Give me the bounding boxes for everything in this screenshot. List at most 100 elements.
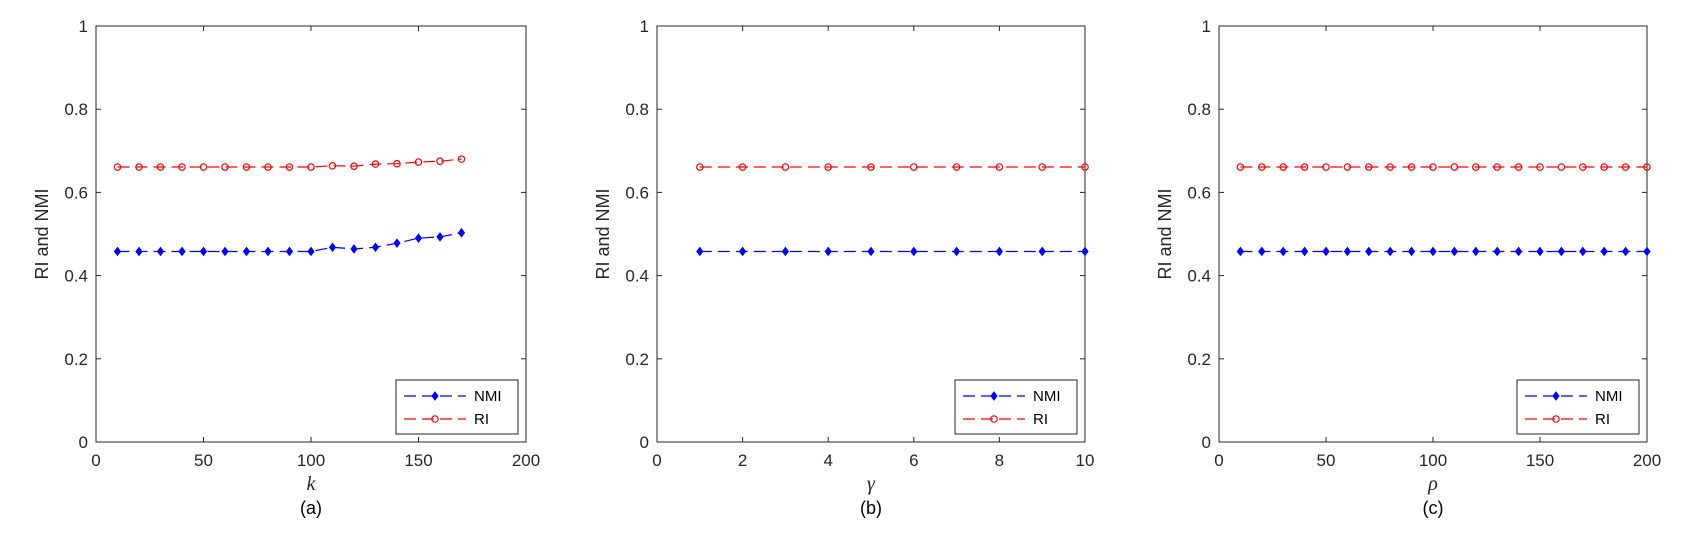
data-point-ri — [1514, 163, 1523, 171]
data-point-ri — [457, 155, 466, 163]
data-point-nmi — [1536, 246, 1544, 257]
x-axis-label: γ — [867, 473, 876, 495]
x-tick-label: 50 — [1317, 451, 1336, 470]
chart-panel-1: 0 0.2 0.4 0.6 0.8 1 0 50 100 150 200 k (a) RI and NMI… — [32, 17, 540, 518]
x-tick-label: 200 — [512, 451, 540, 470]
legend-marker-ri — [990, 415, 998, 423]
data-point-nmi — [781, 246, 790, 257]
data-point-ri — [1643, 163, 1651, 171]
data-point-nmi — [867, 246, 875, 257]
data-point-ri — [781, 163, 790, 171]
data-point-ri — [695, 163, 704, 171]
data-point-nmi — [371, 242, 380, 253]
data-point-nmi — [156, 246, 165, 257]
legend-label-nmi: NMI — [1033, 388, 1061, 405]
data-point-nmi — [178, 246, 186, 257]
data-point-ri — [952, 163, 961, 171]
panel-label: (a) — [300, 498, 322, 518]
legend-label-ri: RI — [474, 411, 489, 428]
legend: NMI RI — [954, 379, 1078, 435]
data-point-ri — [1450, 163, 1459, 171]
legend-marker-ri — [1552, 415, 1560, 423]
data-point-nmi — [1514, 246, 1523, 257]
data-point-ri — [1258, 163, 1266, 171]
data-point-ri — [1236, 163, 1245, 171]
data-point-nmi — [436, 232, 444, 242]
data-point-ri — [1279, 163, 1288, 171]
data-point-nmi — [1600, 246, 1608, 257]
data-point-nmi — [285, 246, 294, 257]
y-tick-label: 0.4 — [625, 267, 649, 286]
legend-box — [954, 379, 1078, 435]
legend-marker-nmi — [1552, 391, 1560, 401]
legend-label-ri: RI — [1033, 411, 1048, 428]
data-point-nmi — [738, 246, 747, 257]
data-point-nmi — [824, 246, 832, 257]
legend: NMI RI — [395, 379, 519, 435]
data-point-ri — [436, 157, 444, 166]
data-point-ri — [178, 163, 186, 171]
y-tick-label: 0.8 — [1187, 100, 1211, 119]
x-tick-label: 8 — [995, 451, 1004, 470]
plot-area — [1218, 25, 1648, 443]
data-point-nmi — [1279, 246, 1287, 257]
x-tick-label: 100 — [297, 451, 325, 470]
data-point-nmi — [242, 246, 251, 257]
data-point-ri — [199, 163, 208, 171]
data-point-nmi — [995, 246, 1004, 257]
legend-box — [1516, 379, 1640, 435]
y-tick-label: 0.2 — [625, 350, 649, 369]
legend-box — [395, 379, 519, 435]
x-tick-label: 0 — [1214, 451, 1223, 470]
data-point-ri — [1322, 163, 1330, 171]
y-tick-label: 0 — [79, 433, 88, 452]
x-tick-label: 0 — [91, 451, 100, 470]
data-point-ri — [1081, 163, 1089, 171]
y-tick-label: 0.6 — [64, 183, 88, 202]
x-tick-label: 100 — [1419, 451, 1447, 470]
data-point-ri — [1493, 163, 1502, 171]
data-point-ri — [1343, 163, 1352, 171]
data-point-nmi — [1472, 246, 1480, 257]
data-point-nmi — [1081, 246, 1089, 257]
data-point-ri — [350, 162, 358, 170]
data-point-ri — [1472, 163, 1480, 171]
data-point-nmi — [393, 238, 401, 248]
panel-label: (b) — [860, 498, 882, 518]
data-point-nmi — [1386, 246, 1394, 257]
x-tick-label: 6 — [909, 451, 918, 470]
data-point-nmi — [1038, 246, 1046, 257]
x-tick-label: 200 — [1633, 451, 1661, 470]
data-point-nmi — [910, 246, 918, 257]
x-tick-label: 0 — [652, 451, 661, 470]
y-tick-label: 1 — [1202, 17, 1211, 36]
x-tick-label: 10 — [1076, 451, 1095, 470]
data-point-nmi — [350, 244, 358, 254]
data-point-ri — [1429, 163, 1437, 171]
data-point-nmi — [1322, 246, 1330, 257]
y-tick-label: 0.6 — [1187, 183, 1211, 202]
y-axis-label: RI and NMI — [32, 188, 52, 279]
x-tick-label: 2 — [738, 451, 747, 470]
data-point-ri — [738, 163, 747, 171]
x-tick-label: 4 — [823, 451, 832, 470]
y-tick-label: 0 — [1202, 433, 1211, 452]
data-point-ri — [1600, 163, 1609, 171]
y-axis-label: RI and NMI — [1155, 188, 1175, 279]
data-point-nmi — [1258, 246, 1266, 257]
data-point-ri — [221, 163, 229, 171]
data-point-ri — [1621, 163, 1630, 171]
data-point-nmi — [1557, 246, 1566, 257]
plot-area — [95, 25, 527, 443]
x-axis-label: k — [307, 473, 317, 495]
data-point-ri — [156, 163, 165, 171]
data-point-nmi — [1643, 246, 1651, 257]
data-point-ri — [1557, 163, 1566, 171]
y-tick-label: 1 — [79, 17, 88, 36]
data-point-nmi — [199, 246, 208, 257]
legend-label-nmi: NMI — [1595, 388, 1623, 405]
data-point-nmi — [1343, 246, 1352, 257]
data-point-ri — [242, 163, 251, 171]
